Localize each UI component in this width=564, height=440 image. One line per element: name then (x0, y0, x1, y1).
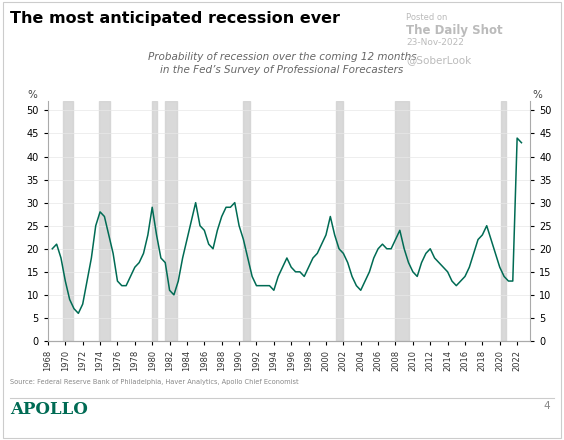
Text: Posted on: Posted on (406, 13, 447, 22)
Text: %: % (532, 90, 542, 99)
Text: 23-Nov-2022: 23-Nov-2022 (406, 38, 464, 47)
Bar (165, 101, 177, 341)
Text: The Daily Shot: The Daily Shot (406, 24, 503, 37)
Bar (244, 101, 250, 341)
Text: @SoberLook: @SoberLook (406, 55, 472, 65)
Text: 4: 4 (543, 401, 550, 411)
Bar (336, 101, 343, 341)
Bar (63, 101, 73, 341)
Text: APOLLO: APOLLO (10, 401, 88, 418)
Text: The most anticipated recession ever: The most anticipated recession ever (10, 11, 340, 26)
Bar (152, 101, 157, 341)
Text: in the Fed’s Survey of Professional Forecasters: in the Fed’s Survey of Professional Fore… (160, 66, 404, 75)
Bar (395, 101, 408, 341)
Bar (501, 101, 505, 341)
Text: Probability of recession over the coming 12 months: Probability of recession over the coming… (148, 52, 416, 62)
Text: %: % (28, 90, 38, 99)
Text: Source: Federal Reserve Bank of Philadelphia, Haver Analytics, Apollo Chief Econ: Source: Federal Reserve Bank of Philadel… (10, 379, 299, 385)
Bar (99, 101, 110, 341)
